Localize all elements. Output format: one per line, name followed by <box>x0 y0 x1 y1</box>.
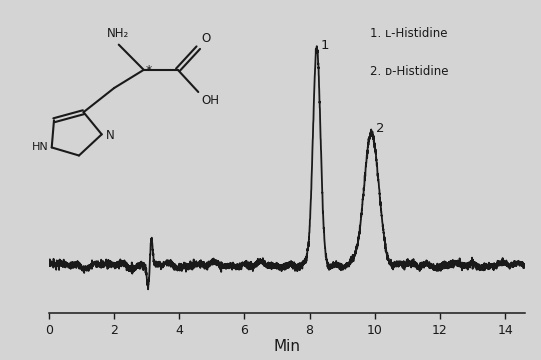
Text: 2. ᴅ-Histidine: 2. ᴅ-Histidine <box>370 65 448 78</box>
Text: 1: 1 <box>321 39 329 52</box>
Text: 1. ʟ-Histidine: 1. ʟ-Histidine <box>370 27 447 40</box>
Text: 2: 2 <box>376 122 384 135</box>
Text: N: N <box>106 129 115 142</box>
X-axis label: Min: Min <box>273 339 300 354</box>
Text: *: * <box>146 64 152 77</box>
Text: NH₂: NH₂ <box>107 27 129 40</box>
Text: HN: HN <box>31 143 48 152</box>
Text: O: O <box>201 32 210 45</box>
Text: OH: OH <box>201 94 219 107</box>
